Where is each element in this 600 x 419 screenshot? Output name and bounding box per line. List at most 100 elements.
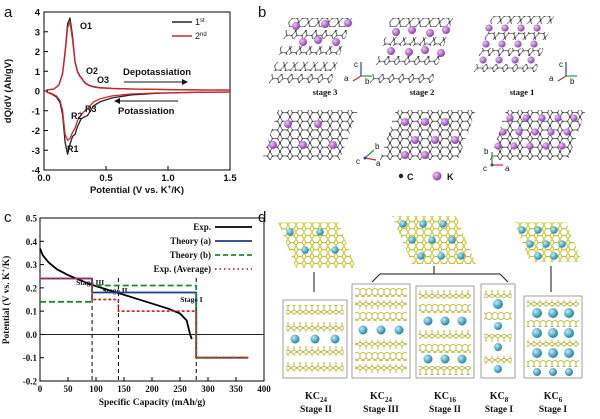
anno-R2: R2 [71, 111, 83, 121]
legend-carbon-label: C [407, 172, 414, 182]
panel-a-ytick-label: 4 [35, 8, 41, 19]
stage-1-topview-gizmo: b c a [483, 147, 510, 173]
anno-depotassiation: Depotassiation [123, 67, 191, 78]
topview-axis-c: c [356, 157, 360, 166]
stage-2-k-atoms [387, 26, 450, 57]
d-sideview-kc24-stage3 [351, 283, 411, 379]
panel-c-ytick-label: -0.1 [23, 353, 38, 363]
panel-a-ylabel: dQ/dV (Ah/gV) [3, 59, 14, 123]
stage-1-axis-a: a [549, 74, 554, 83]
svg-text:Stage I: Stage I [539, 405, 568, 415]
panel-c-xtick-label: 50 [64, 384, 74, 394]
panel-b-legend: C K [398, 171, 454, 182]
d-topview-middle [392, 216, 476, 264]
svg-text:KC16: KC16 [434, 391, 457, 404]
panel-a-ytick-label: 3 [35, 27, 40, 38]
panel-c-label: c [4, 209, 12, 226]
panel-a-xtick-label: 1.0 [161, 173, 174, 184]
stage-1-axes-gizmo: c b a [549, 60, 577, 86]
panel-c-xtick-label: 400 [257, 384, 271, 394]
panel-c-xtick-label: 300 [201, 384, 215, 394]
d-topview-left [278, 222, 356, 268]
stage-1-label: stage 1 [510, 87, 535, 97]
topview1-axis-a: a [505, 164, 510, 173]
topview-axis-a: a [376, 159, 381, 168]
panel-c-xtick-label: 200 [145, 384, 159, 394]
stage-2-structure: stage 2 [369, 18, 453, 97]
panel-c-axes-frame [39, 217, 265, 382]
panel-a-ytick-label: 1 [35, 67, 41, 78]
stage-3-axis-b: b [365, 77, 370, 86]
panel-a-series-2nd-potassiation [46, 91, 231, 142]
legend-theory-b: Theory (b) [170, 250, 211, 260]
stage-2-label: stage 2 [410, 87, 435, 97]
anno-R1: R1 [67, 144, 79, 154]
panel-a-label: a [4, 4, 13, 21]
d-sideview-kc16-stage2 [415, 285, 475, 379]
panel-a: a -4 -3 -2 -1 0 1 2 3 4 0.0 0.5 1.0 1.5 dQ/dV (Ah/g… [3, 4, 237, 196]
panel-a-x-ticks: 0.0 0.5 1.0 1.5 [37, 166, 237, 184]
panel-c-ytick-label: 0.1 [26, 307, 38, 317]
d-label-2: KC16 Stage II [429, 391, 461, 415]
anno-O1: O1 [80, 21, 92, 31]
panel-c-stage-label: Stage II [102, 286, 127, 295]
panel-a-ytick-label: 2 [35, 47, 40, 58]
svg-text:KC8: KC8 [490, 391, 509, 404]
stage-2-topview [380, 110, 476, 160]
d-label-3: KC8 Stage I [485, 391, 514, 415]
panel-a-ytick-label: -3 [32, 146, 40, 157]
anno-O2: O2 [86, 66, 98, 76]
d-label-4: KC6 Stage I [539, 391, 568, 415]
panel-c-stage-label: Stage III [76, 278, 104, 287]
stage-3-axis-a: a [344, 74, 349, 83]
svg-text:KC24: KC24 [305, 391, 328, 404]
svg-text:Stage III: Stage III [363, 405, 399, 415]
stage-3-axes-gizmo: c b a [344, 60, 372, 86]
stage-3-k-atoms [292, 19, 352, 46]
panel-c-ytick-label: 0.0 [26, 330, 38, 340]
svg-text:Stage I: Stage I [485, 405, 514, 415]
panel-c-xlabel: Specific Capacity (mAh/g) [99, 397, 206, 408]
panel-a-ytick-label: 0 [35, 87, 40, 98]
d-connector-middle [371, 266, 509, 283]
stage-3-structure: c b a stage 3 [268, 18, 372, 97]
stage-3-label: stage 3 [313, 87, 338, 97]
legend-exp-average: Exp. (Average) [154, 264, 211, 274]
legend-exp: Exp. [193, 222, 211, 232]
arrowhead-depotassiation [182, 79, 188, 85]
panel-a-ytick-label: -4 [32, 166, 41, 177]
svg-text:KC24: KC24 [370, 391, 393, 404]
d-sideview-kc6-stage1 [523, 295, 583, 379]
panel-c-xtick-label: 100 [89, 384, 103, 394]
panel-a-ytick-label: -2 [32, 126, 40, 137]
svg-text:Stage II: Stage II [429, 405, 461, 415]
d-sideview-kc8-stage1 [480, 283, 516, 379]
arrowhead-potassiation [114, 98, 120, 104]
panel-c-xtick-label: 250 [173, 384, 187, 394]
legend-2nd: 2nd [195, 31, 207, 41]
panel-c-series [39, 247, 250, 359]
topview1-axis-c: c [483, 164, 487, 173]
stage-3-topview-gizmo: b c a [356, 142, 381, 168]
panel-c-legend: Exp. Theory (a) Theory (b) Exp. (Average… [154, 222, 252, 274]
panel-c-ytick-label: 0.2 [26, 283, 38, 293]
panel-d-label: d [258, 209, 266, 226]
anno-potassiation: Potassiation [118, 106, 175, 117]
panel-c-series-theory-a- [40, 277, 249, 359]
stage-3-axis-c: c [354, 60, 358, 69]
panel-c-series-exp-average- [39, 277, 250, 359]
panel-c-ylabel: Potential (V vs. K+/K) [0, 256, 12, 345]
panel-a-y-ticks: -4 -3 -2 -1 0 1 2 3 4 [32, 8, 48, 177]
d-sideview-kc24-stage2 [282, 299, 348, 379]
stage-1-structure: c b a stage 1 [473, 16, 577, 97]
topview-axis-b: b [375, 142, 380, 151]
topview1-axis-b: b [484, 147, 489, 156]
panel-a-series-2nd [46, 21, 230, 91]
legend-k-dot [432, 171, 442, 181]
svg-text:KC6: KC6 [544, 391, 563, 404]
panel-b-label: b [258, 4, 266, 21]
panel-c-x-ticks: 0 50 100 150 200 250 300 350 400 [38, 377, 271, 394]
legend-carbon-dot [398, 173, 404, 179]
panel-a-xtick-label: 1.5 [223, 173, 237, 184]
